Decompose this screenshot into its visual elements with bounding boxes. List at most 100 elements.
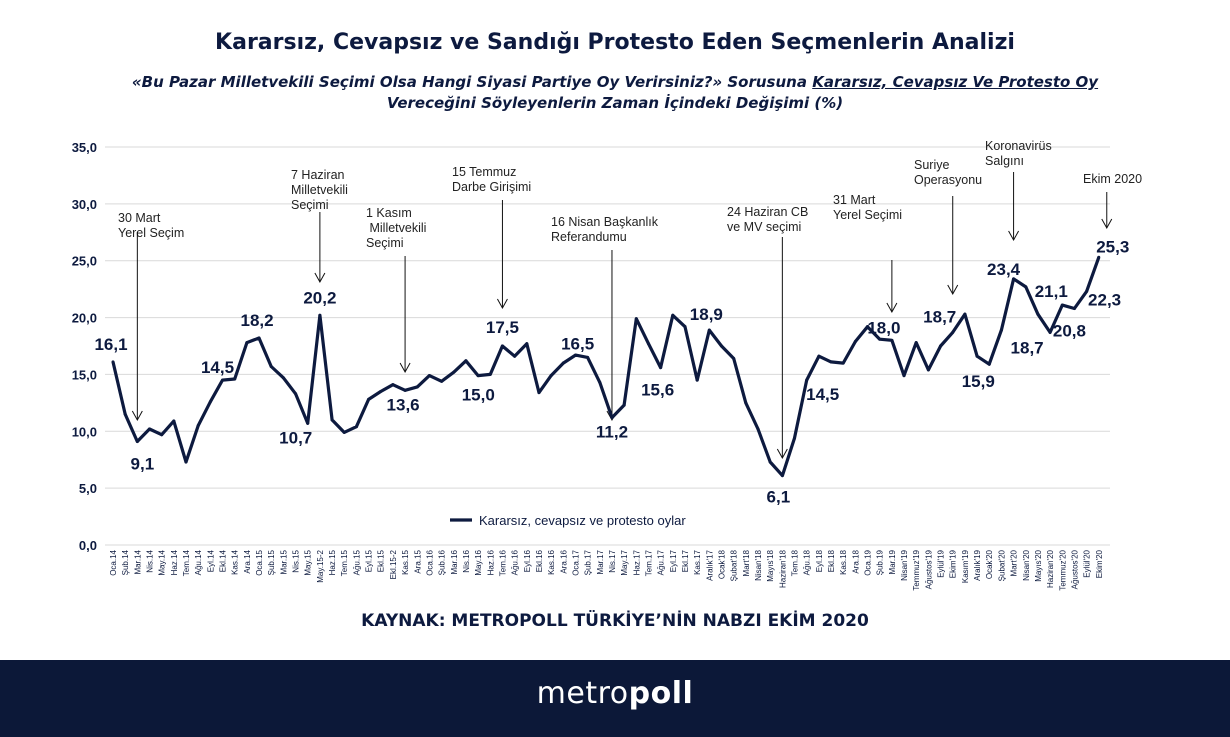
data-point [537,391,541,395]
x-tick-label: Aralık'17 [705,549,714,580]
x-tick-label: Haz.14 [170,549,179,575]
annotation-line: 30 Mart [118,211,161,225]
x-tick-label: Tem.14 [182,549,191,576]
x-tick-label: May.15-2 [316,549,325,582]
data-label: 17,5 [486,318,519,337]
data-point [756,427,760,431]
data-label: 21,1 [1035,282,1068,301]
x-tick-label: Ağustos'19 [924,549,933,589]
x-tick-label: Eyl.17 [669,549,678,572]
x-tick-label: Ekl.15-2 [389,549,398,579]
x-tick-label: Ekl.17 [681,549,690,572]
annotation-line: 16 Nisan Başkanlık [551,215,659,229]
data-point [148,427,152,431]
x-tick-label: Tem.17 [644,549,653,576]
data-label: 20,2 [303,288,336,307]
data-point [476,374,480,378]
x-tick-label: Kas.15 [401,549,410,574]
x-tick-label: Aralık'19 [973,549,982,580]
data-point [196,424,200,428]
data-point [951,330,955,334]
x-tick-label: Mar.17 [596,549,605,574]
data-point [793,436,797,440]
data-point [634,317,638,321]
data-point [646,342,650,346]
x-tick-label: Haz.15 [328,549,337,575]
data-point [987,362,991,366]
annotation-label: 30 Mart Yerel Seçim [118,211,184,240]
x-tick-label: Haz.16 [486,549,495,575]
x-tick-label: Ekim'20 [1095,549,1104,578]
data-label: 20,8 [1053,321,1086,340]
annotation-line: 31 Mart [833,193,876,207]
x-tick-label: Ara.16 [559,549,568,573]
data-label: 6,1 [767,488,791,507]
line-chart: 0,05,010,015,020,025,030,035,0 Oca.14 Şub… [72,139,1142,591]
data-label: 22,3 [1088,290,1121,309]
data-point [525,342,529,346]
x-tick-label: Mar.16 [450,549,459,574]
data-point [379,389,383,393]
data-point [513,354,517,358]
data-point [829,360,833,364]
x-axis-ticks: Oca.14 Şub.14 Mar.14 Nis.14 May.14 Haz.14 Tem.… [109,549,1104,590]
logo-light: metro [536,676,629,711]
data-point [1012,277,1016,281]
x-tick-label: Mar.19 [888,549,897,574]
x-tick-label: Şub.15 [267,549,276,575]
annotation-label: 24 Haziran CB ve MV seçimi [727,205,808,234]
annotation-line: Seçimi [366,236,404,250]
data-point [318,313,322,317]
data-point [294,392,298,396]
x-tick-label: Nis.15 [292,549,301,572]
y-tick-label: 25,0 [72,254,97,269]
x-tick-label: Oca.14 [109,549,118,575]
arrow-head-icon [1101,218,1113,230]
y-tick-label: 35,0 [72,140,97,155]
y-tick-label: 5,0 [79,481,97,496]
x-tick-label: May.16 [474,549,483,575]
data-point [391,383,395,387]
data-point [598,380,602,384]
data-point [123,412,127,416]
x-tick-label: Şubat'20 [997,549,1006,581]
chart-subtitle: «Bu Pazar Milletvekili Seçimi Olsa Hangi… [0,72,1230,114]
x-tick-label: Oca.15 [255,549,264,575]
data-label: 16,1 [94,335,127,354]
x-tick-label: Ağu.18 [803,549,812,575]
annotation-label: 16 Nisan Başkanlık Referandumu [551,215,659,244]
data-point [1060,303,1064,307]
x-tick-label: Ekl.16 [535,549,544,572]
data-label: 14,5 [806,385,839,404]
metropoll-logo: metropoll [0,676,1230,711]
x-tick-label: Nisan'20 [1022,549,1031,580]
data-point [208,400,212,404]
x-tick-label: Temmuz'19 [912,549,921,590]
data-point [184,460,188,464]
data-point [622,403,626,407]
data-point [500,344,504,348]
annotation-line: Milletvekili [291,183,348,197]
data-point [914,341,918,345]
x-tick-label: Ekl.14 [219,549,228,572]
data-point [440,379,444,383]
data-point [1036,312,1040,316]
x-tick-label: Mart'20 [1010,549,1019,576]
annotation-line: ve MV seçimi [727,220,801,234]
data-point [707,328,711,332]
annotation-line: Operasyonu [914,173,982,187]
data-point [671,313,675,317]
x-tick-label: Eylül'19 [937,549,946,577]
data-point [464,359,468,363]
data-point [853,339,857,343]
data-point [1097,255,1101,259]
x-tick-label: Ara.14 [243,549,252,573]
data-label: 9,1 [131,455,155,474]
data-point [866,325,870,329]
annotation-line: Seçimi [291,198,329,212]
data-point [963,312,967,316]
data-label: 15,9 [962,372,995,391]
data-point [342,430,346,434]
x-tick-label: May.15 [304,549,313,575]
x-tick-label: Şub.19 [876,549,885,575]
